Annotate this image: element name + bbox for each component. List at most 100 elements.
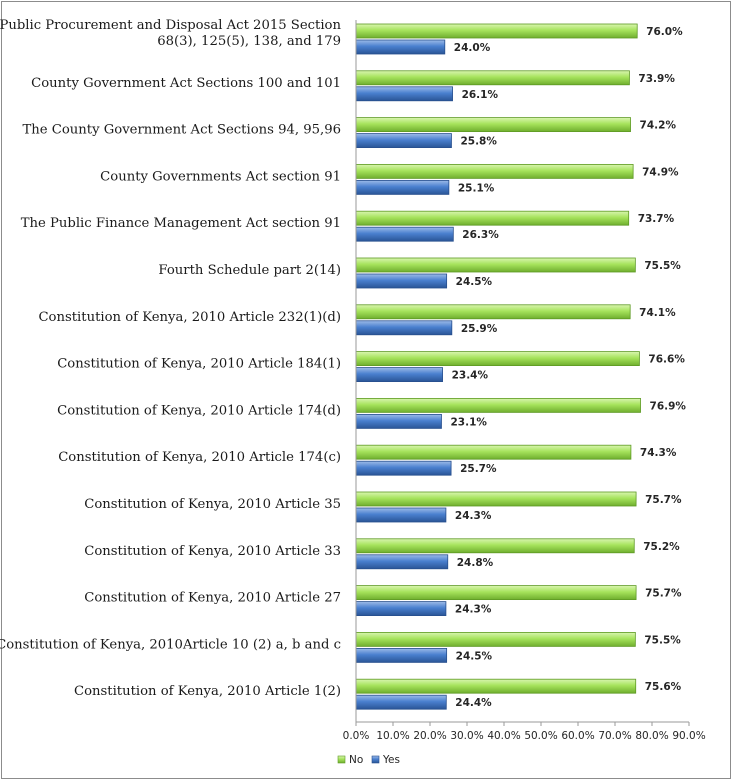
bar-yes <box>355 601 447 616</box>
category-label-line: County Government Act Sections 100 and 1… <box>31 76 341 91</box>
bar-no <box>355 491 637 507</box>
category-label-line: Public Procurement and Disposal Act 2015… <box>0 18 341 33</box>
category-label: Constitution of Kenya, 2010 Article 35 <box>84 497 341 512</box>
value-label-yes: 26.3% <box>462 229 499 241</box>
category-label: Constitution of Kenya, 2010 Article 1(2) <box>74 684 341 699</box>
value-label-no: 76.6% <box>648 354 685 366</box>
bars <box>355 23 641 710</box>
value-label-no: 76.9% <box>650 400 687 412</box>
bar-no <box>355 351 640 367</box>
value-label-no: 74.3% <box>640 447 677 459</box>
category-label-line: Constitution of Kenya, 2010Article 10 (2… <box>0 637 341 652</box>
category-label: Constitution of Kenya, 2010Article 10 (2… <box>0 637 341 652</box>
legend-label-no: No <box>349 754 363 766</box>
bar-no <box>355 70 630 86</box>
bar-yes <box>355 179 450 195</box>
category-label-line: County Governments Act section 91 <box>100 169 341 184</box>
bar-yes <box>355 367 443 383</box>
bar-no <box>355 444 632 460</box>
x-axis-ticks: 0.0% 10.0% 20.0% 30.0% 40.0% 50.0% 60.0% 70.0% 8… <box>343 722 706 742</box>
value-label-no: 73.7% <box>638 213 675 225</box>
bar-no <box>355 304 631 320</box>
tick-label: 70.0% <box>598 730 631 742</box>
bar-no <box>355 397 641 413</box>
value-label-no: 75.2% <box>643 541 680 553</box>
legend-swatch-no <box>337 755 346 764</box>
value-label-no: 75.7% <box>645 494 682 506</box>
category-label-line: Constitution of Kenya, 2010 Article 27 <box>84 591 341 606</box>
value-label-yes: 24.3% <box>455 604 492 616</box>
value-label-yes: 24.3% <box>455 510 492 522</box>
value-label-yes: 25.9% <box>461 323 498 335</box>
category-label-line: Fourth Schedule part 2(14) <box>158 263 341 278</box>
value-label-yes: 24.4% <box>455 697 492 709</box>
bar-no <box>355 538 635 554</box>
category-label: County Governments Act section 91 <box>100 169 341 184</box>
bar-yes <box>355 413 442 429</box>
value-labels: 76.0% 24.0% 73.9% 26.1% 74.2% 25.8% 74.9% 25.1%… <box>450 26 686 709</box>
value-label-no: 76.0% <box>646 26 683 38</box>
bar-yes <box>355 554 449 570</box>
bar-yes <box>355 226 454 242</box>
category-label: Public Procurement and Disposal Act 2015… <box>0 18 341 49</box>
tick-label: 30.0% <box>450 730 483 742</box>
value-label-no: 75.7% <box>645 588 682 600</box>
bar-yes <box>355 460 452 476</box>
bar-yes <box>355 320 453 336</box>
tick-label: 0.0% <box>343 730 370 742</box>
category-label: Constitution of Kenya, 2010 Article 27 <box>84 591 341 606</box>
category-labels: Public Procurement and Disposal Act 2015… <box>0 18 341 699</box>
category-label-line: Constitution of Kenya, 2010 Article 184(… <box>57 357 341 372</box>
bar-yes <box>355 694 447 710</box>
bar-no <box>355 117 631 132</box>
value-label-yes: 24.5% <box>456 276 493 288</box>
category-label: The Public Finance Management Act sectio… <box>21 216 341 231</box>
tick-label: 90.0% <box>672 730 705 742</box>
value-label-yes: 25.8% <box>460 136 497 148</box>
value-label-no: 74.2% <box>640 120 677 132</box>
legend-label-yes: Yes <box>382 754 400 766</box>
bar-yes <box>355 39 446 55</box>
category-label: Constitution of Kenya, 2010 Article 232(… <box>38 310 341 325</box>
bar-yes <box>355 648 448 663</box>
value-label-no: 74.9% <box>642 166 679 178</box>
bar-yes <box>355 133 452 149</box>
bar-no <box>355 257 636 273</box>
value-label-no: 75.6% <box>645 681 682 693</box>
category-label-line: The County Government Act Sections 94, 9… <box>22 123 341 138</box>
tick-label: 60.0% <box>561 730 594 742</box>
bar-no <box>355 210 630 226</box>
bar-no <box>355 632 636 647</box>
value-label-no: 75.5% <box>644 260 681 272</box>
value-label-yes: 25.7% <box>460 463 497 475</box>
value-label-yes: 24.8% <box>457 557 494 569</box>
bar-yes <box>355 507 447 523</box>
tick-label: 10.0% <box>376 730 409 742</box>
category-label-line: Constitution of Kenya, 2010 Article 232(… <box>38 310 341 325</box>
category-label-line: 68(3), 125(5), 138, and 179 <box>157 34 341 49</box>
category-label: Constitution of Kenya, 2010 Article 184(… <box>57 357 341 372</box>
category-label-line: Constitution of Kenya, 2010 Article 174(… <box>58 450 341 465</box>
tick-label: 80.0% <box>635 730 668 742</box>
category-label-line: The Public Finance Management Act sectio… <box>21 216 341 231</box>
value-label-no: 73.9% <box>638 73 675 85</box>
bar-no <box>355 678 637 694</box>
value-label-yes: 23.1% <box>450 416 487 428</box>
tick-label: 20.0% <box>413 730 446 742</box>
legend-swatch-yes <box>371 755 380 764</box>
value-label-yes: 23.4% <box>452 370 489 382</box>
value-label-yes: 24.0% <box>454 42 491 54</box>
category-label: The County Government Act Sections 94, 9… <box>22 123 341 138</box>
category-label-line: Constitution of Kenya, 2010 Article 1(2) <box>74 684 341 699</box>
category-label: Constitution of Kenya, 2010 Article 174(… <box>58 450 341 465</box>
value-label-yes: 24.5% <box>456 650 493 662</box>
value-label-yes: 25.1% <box>458 182 495 194</box>
value-label-yes: 26.1% <box>462 89 499 101</box>
category-label: Constitution of Kenya, 2010 Article 174(… <box>57 403 341 418</box>
category-label: County Government Act Sections 100 and 1… <box>31 76 341 91</box>
value-label-no: 75.5% <box>644 634 681 646</box>
bar-no <box>355 23 638 39</box>
legend: No Yes <box>337 754 400 766</box>
value-label-no: 74.1% <box>639 307 676 319</box>
